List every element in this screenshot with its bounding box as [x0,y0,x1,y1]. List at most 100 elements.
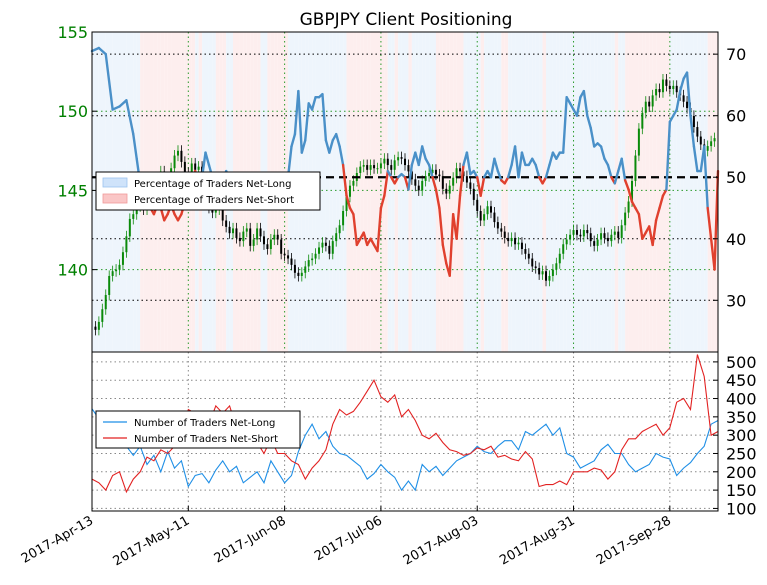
pct-net-long-segment [104,52,114,111]
candle-body [300,272,303,276]
background-band [570,32,574,352]
candle-body [617,231,620,238]
count-tick-label: 250 [726,444,757,463]
candle-body [397,157,400,161]
background-band [673,32,677,352]
background-band [690,32,694,352]
candle-body [448,185,451,194]
candle-body [383,158,386,164]
candle-body [235,228,238,238]
candle-body [393,160,396,170]
candle-body [610,234,613,242]
pct-net-long-segment [420,145,427,160]
pct-net-long-segment [589,126,596,148]
pct-net-long-segment [90,46,101,53]
pct-net-long-segment [479,176,486,197]
candle-body [517,242,520,245]
x-tick-label: 2017-Jul-06 [312,513,385,564]
candle-body [290,258,293,265]
candle-body [514,237,517,245]
pct-net-long-segment [455,194,462,240]
background-band [339,32,344,352]
pct-net-long-segment [513,145,520,179]
candle-body [190,163,193,177]
background-band [415,32,419,352]
background-band [484,32,488,352]
candle-body [232,228,235,234]
candle-body [627,201,630,213]
candle-body [493,212,496,223]
candle-body [606,237,609,242]
candle-body [655,89,658,96]
x-tick-label: 2017-Apr-13 [19,513,96,566]
background-band [322,32,326,352]
candle-body [569,234,572,240]
background-band [604,32,608,352]
candle-body [555,263,558,270]
pct-net-long-segment [548,151,555,167]
candle-body [307,260,310,267]
candle-body [194,163,197,170]
candle-body [452,177,455,186]
candle-body [338,225,341,234]
background-band [573,32,577,352]
count-tick-label: 450 [726,371,757,390]
candle-body [373,165,376,169]
background-band [442,32,447,352]
candle-body [280,239,283,254]
candle-body [631,180,634,202]
background-band [377,32,381,352]
x-tick-label: 2017-Aug-31 [497,513,577,568]
candle-body [259,228,262,237]
background-band [601,32,605,352]
background-band [621,32,626,352]
pct-net-long-segment [427,163,434,179]
candle-body [503,231,506,238]
candle-body [589,233,592,242]
pct-net-long-segment [506,163,513,179]
pct-net-long-segment [675,89,682,111]
background-band [501,32,505,352]
pct-net-long-segment [651,219,658,247]
pct-net-long-segment [300,139,307,154]
candle-body [407,165,410,172]
background-band [490,32,495,352]
candle-body [318,247,321,254]
left-tick-label: 155 [57,23,88,42]
background-band [325,32,330,352]
background-band [466,32,471,352]
pct-net-long-segment [665,120,672,191]
background-band [707,32,712,352]
candle-body [256,228,259,240]
background-band [329,32,333,352]
candle-body [311,258,314,261]
background-band [652,32,657,352]
pct-net-long-segment [489,157,496,179]
pct-net-long-segment [341,163,348,197]
background-band [332,32,337,352]
background-band [607,32,612,352]
background-band [411,32,416,352]
pct-net-long-segment [689,114,696,148]
background-band [580,32,584,352]
background-band [645,32,650,352]
pct-net-long-segment [345,194,352,210]
candle-body [641,112,644,129]
candle-body [242,231,245,242]
pct-net-long-segment [204,151,211,167]
candle-body [692,115,695,128]
candle-body [410,171,413,180]
background-band [563,32,567,352]
candle-body [266,244,269,250]
x-tick-label: 2017-Sep-28 [594,513,674,568]
background-band [642,32,646,352]
background-band [697,32,701,352]
background-band [422,32,426,352]
background-band [700,32,705,352]
background-band [394,32,399,352]
candle-body [386,158,389,166]
candle-body [472,188,475,200]
candle-body [531,258,534,267]
candle-body [624,212,627,226]
left-tick-label: 150 [57,102,88,121]
